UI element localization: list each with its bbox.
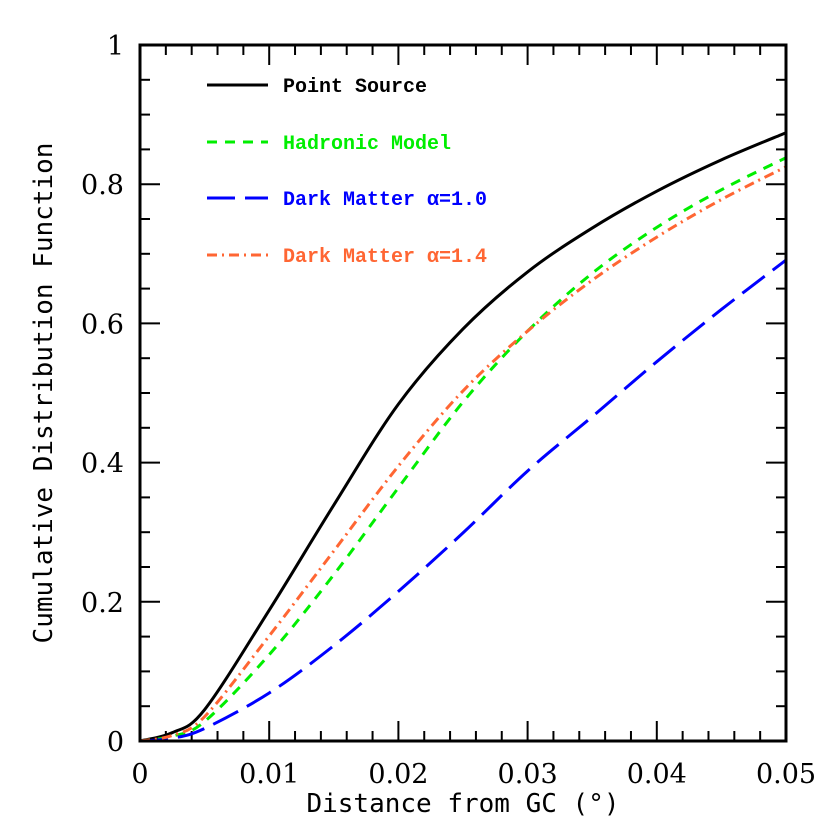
y-tick-label: 0.4 — [81, 449, 124, 480]
legend: Point Source Hadronic Model Dark Matter α=… — [207, 76, 487, 269]
legend-label: Hadronic Model — [283, 133, 451, 156]
axis-ticks — [139, 44, 787, 742]
y-tick-label: 0.2 — [81, 588, 124, 619]
curve-dark-matter-1-0 — [139, 258, 787, 743]
x-tick-label: 0.02 — [368, 759, 428, 790]
x-tick-label: 0.05 — [756, 759, 816, 790]
legend-label: Dark Matter α=1.4 — [283, 246, 487, 269]
x-tick-label: 0.01 — [239, 759, 299, 790]
y-axis-label: Cumulative Distribution Function — [29, 143, 59, 644]
y-tick-labels: 0 0.2 0.4 0.6 0.8 1 — [81, 31, 124, 758]
x-tick-labels: 0 0.01 0.02 0.03 0.04 0.05 — [131, 759, 816, 790]
plot-frame — [138, 43, 788, 743]
curve-dark-matter-1-4 — [139, 165, 787, 743]
x-tick-label: 0.03 — [498, 759, 558, 790]
x-tick-label: 0 — [131, 759, 148, 790]
curves — [139, 131, 787, 743]
legend-label: Dark Matter α=1.0 — [283, 189, 487, 212]
legend-label: Point Source — [283, 76, 427, 99]
x-axis-label: Distance from GC (°) — [306, 789, 619, 819]
y-tick-label: 0 — [107, 727, 124, 758]
curve-hadronic-model — [139, 156, 787, 743]
x-tick-label: 0.04 — [627, 759, 687, 790]
y-tick-label: 1 — [107, 31, 124, 62]
curve-point-source — [139, 131, 787, 743]
y-tick-label: 0.8 — [81, 170, 124, 201]
y-tick-label: 0.6 — [81, 309, 124, 340]
